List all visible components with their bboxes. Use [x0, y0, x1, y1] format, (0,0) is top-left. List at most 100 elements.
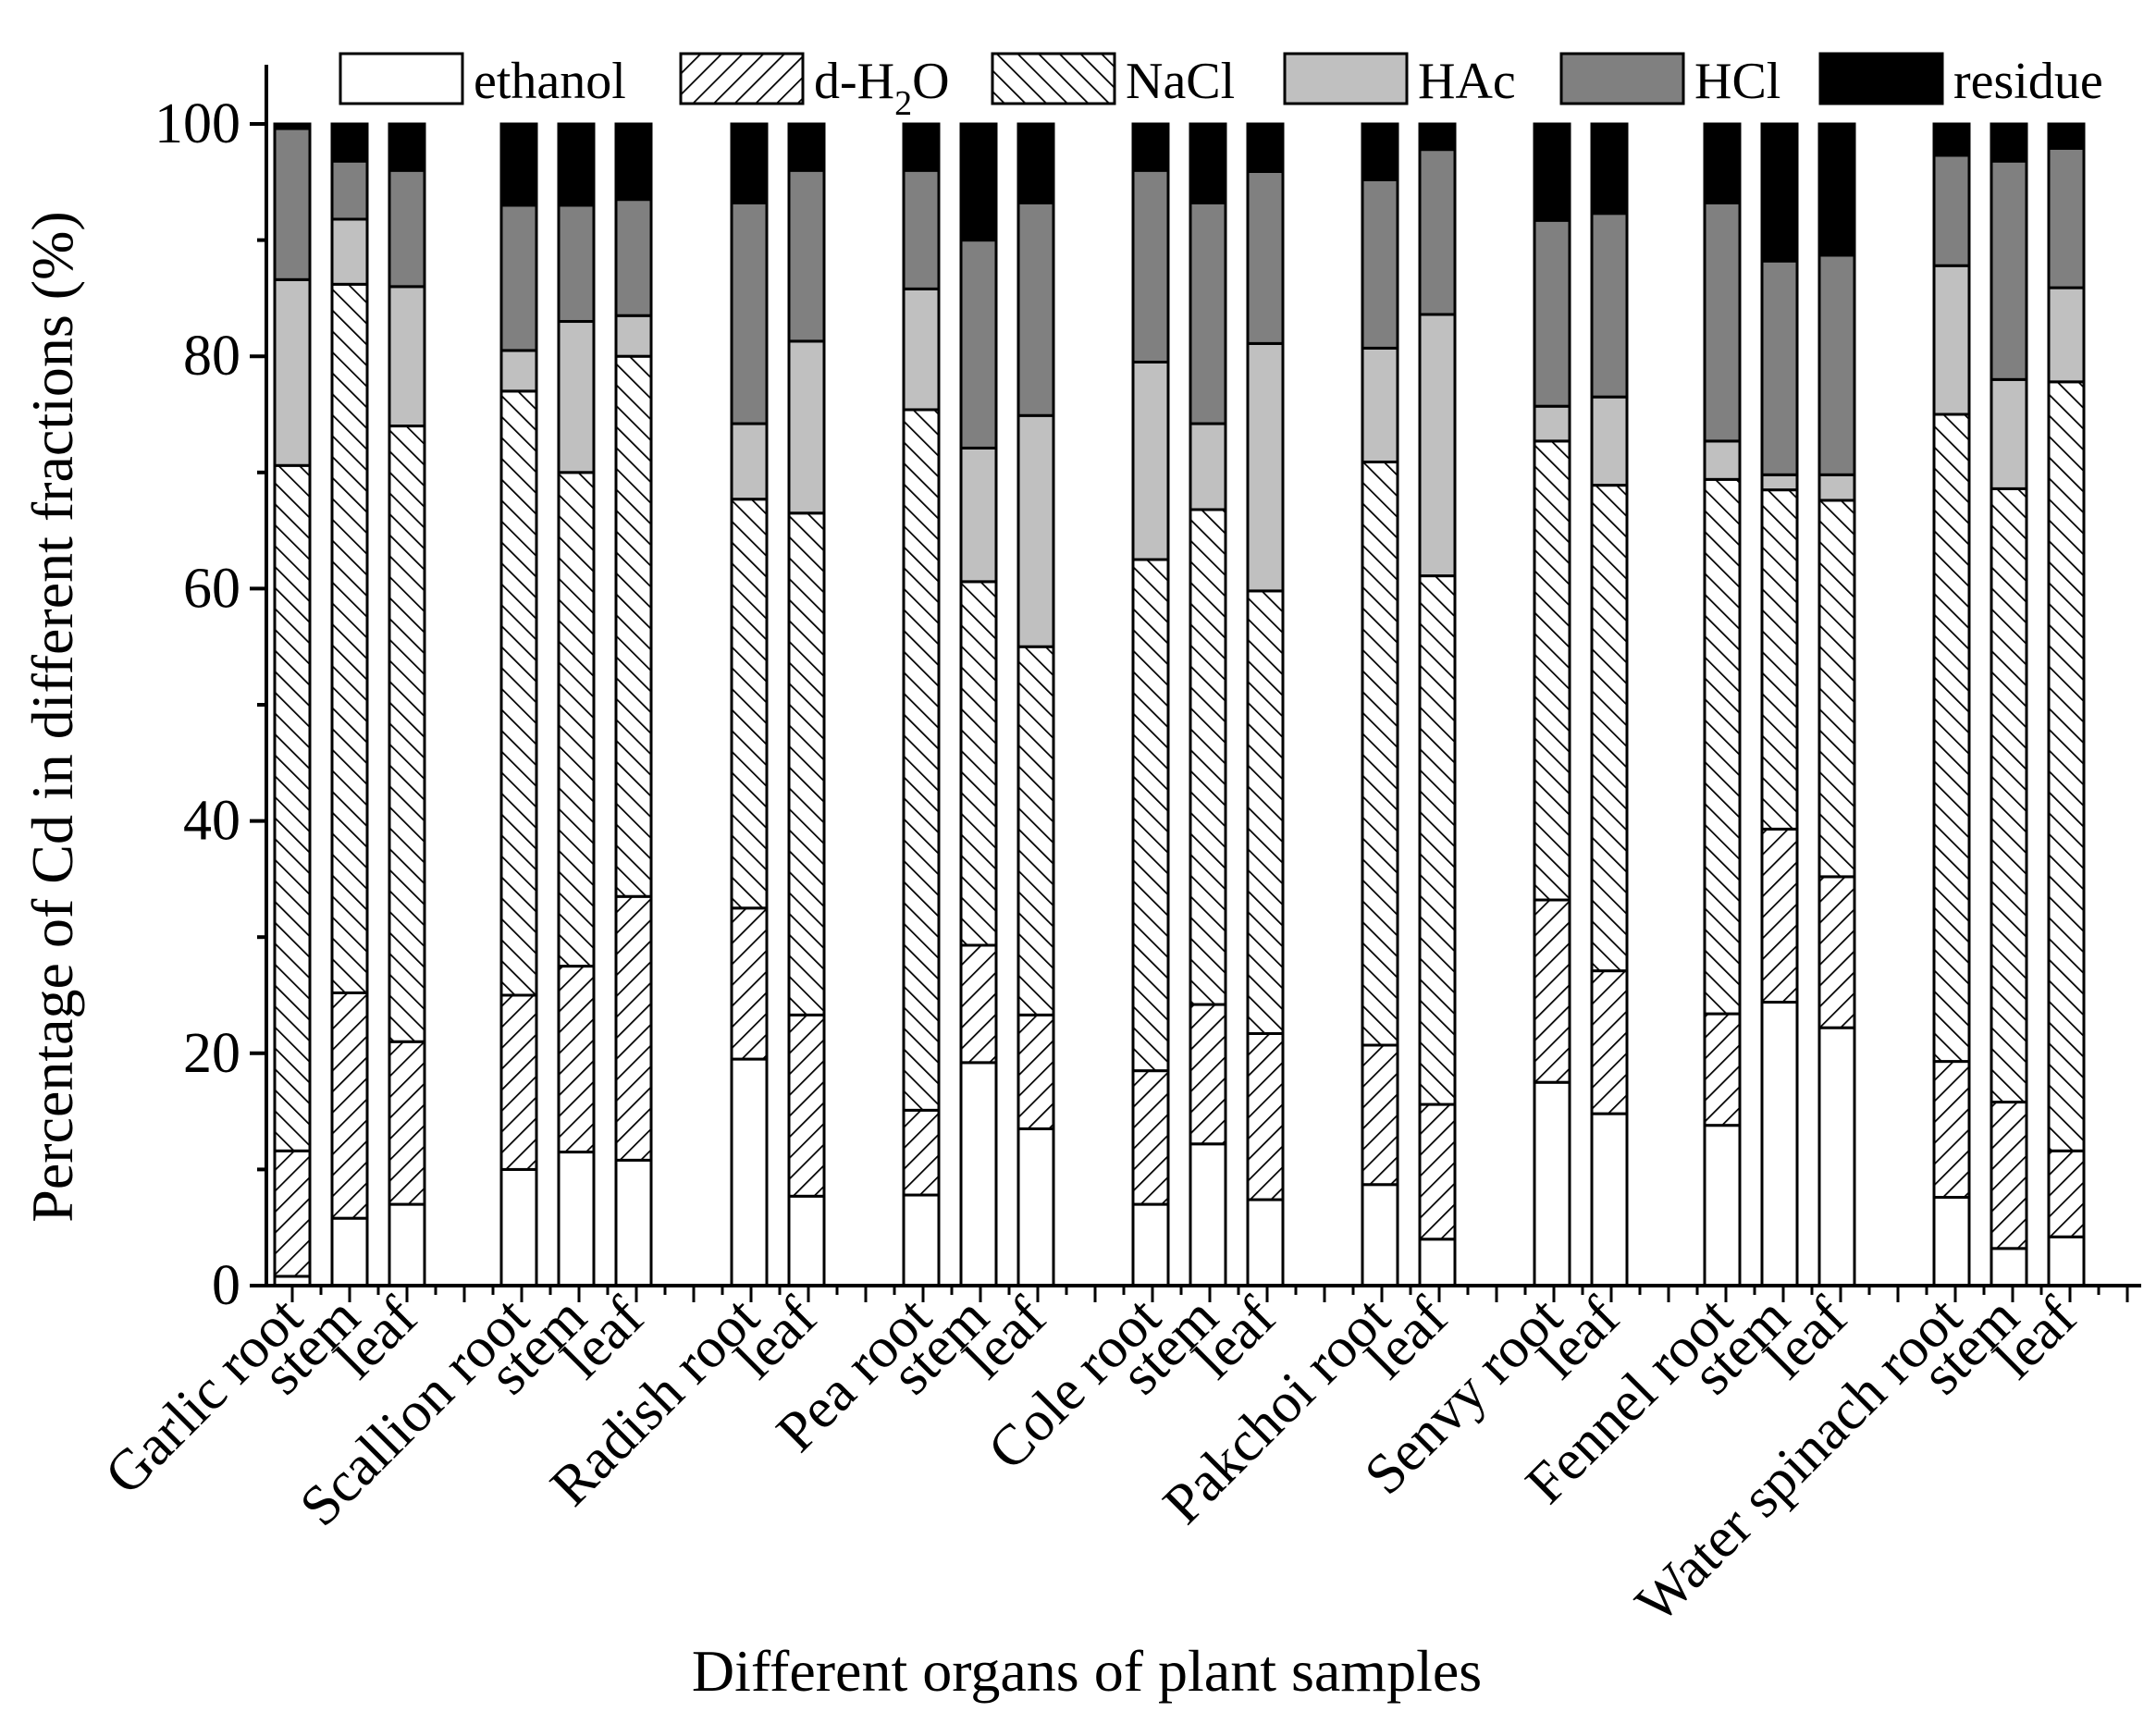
- segment-HCl: [1418, 148, 1457, 316]
- segment-ethanol: [2047, 1235, 2086, 1287]
- segment-NaCl: [1760, 488, 1799, 831]
- segment-d-H2O: [1760, 827, 1799, 1004]
- segment-NaCl: [1246, 589, 1285, 1035]
- legend-label: ethanol: [474, 53, 626, 110]
- segment-d-H2O: [614, 894, 653, 1162]
- segment-d-H2O: [1189, 1003, 1227, 1146]
- segment-NaCl: [1016, 645, 1055, 1016]
- segment-ethanol: [499, 1167, 538, 1287]
- segment-HAc: [1016, 413, 1055, 648]
- segment-HCl: [902, 168, 941, 290]
- bar-15: [1418, 122, 1457, 1287]
- bar-5: [614, 122, 653, 1287]
- segment-NaCl: [1533, 439, 1571, 902]
- segment-d-H2O: [1590, 969, 1629, 1115]
- segment-d-H2O: [330, 991, 369, 1220]
- segment-residue: [330, 122, 369, 163]
- bar-10: [1016, 122, 1055, 1287]
- segment-NaCl: [2047, 380, 2086, 1152]
- legend-swatch: [1559, 52, 1685, 105]
- segment-HCl: [1533, 218, 1571, 408]
- segment-residue: [1533, 122, 1571, 222]
- segment-HCl: [1760, 259, 1799, 476]
- segment-residue: [557, 122, 596, 207]
- segment-ethanol: [1817, 1026, 1856, 1287]
- segment-ethanol: [1990, 1247, 2028, 1287]
- bar-18: [1703, 122, 1742, 1287]
- segment-HCl: [1990, 159, 2028, 381]
- segment-HCl: [273, 127, 312, 281]
- bar-13: [1246, 122, 1285, 1287]
- segment-ethanol: [1016, 1127, 1055, 1287]
- legend-label: HAc: [1418, 53, 1516, 110]
- legend-item-residue: residue: [1818, 52, 2103, 110]
- legend-label: residue: [1953, 53, 2103, 110]
- segment-HAc: [1533, 404, 1571, 443]
- segment-NaCl: [614, 354, 653, 898]
- bar-21: [1932, 122, 1971, 1287]
- bar-14: [1361, 122, 1399, 1287]
- segment-ethanol: [1246, 1198, 1285, 1287]
- legend-swatch: [991, 52, 1116, 105]
- segment-HAc: [2047, 286, 2086, 384]
- segment-NaCl: [557, 471, 596, 968]
- segment-NaCl: [1817, 499, 1856, 879]
- segment-residue: [273, 122, 312, 130]
- segment-d-H2O: [730, 906, 769, 1061]
- segment-HAc: [730, 422, 769, 501]
- segment-HCl: [1246, 169, 1285, 345]
- segment-ethanol: [1131, 1202, 1170, 1287]
- bar-12: [1189, 122, 1227, 1287]
- segment-d-H2O: [1131, 1069, 1170, 1206]
- segment-d-H2O: [959, 943, 998, 1065]
- segment-NaCl: [499, 389, 538, 997]
- segment-d-H2O: [902, 1108, 941, 1197]
- bar-20: [1817, 122, 1856, 1287]
- segment-HCl: [557, 203, 596, 324]
- bar-2: [388, 122, 426, 1287]
- x-axis-title: Different organs of plant samples: [692, 1638, 1482, 1704]
- legend-label: d-H2O: [814, 53, 950, 123]
- segment-NaCl: [330, 282, 369, 994]
- segment-NaCl: [1131, 558, 1170, 1073]
- y-axis-title: Percentage of Cd in different fractions …: [19, 211, 85, 1223]
- segment-HCl: [730, 201, 769, 425]
- segment-HAc: [1418, 313, 1457, 578]
- legend-swatch: [1818, 52, 1944, 105]
- segment-NaCl: [1361, 460, 1399, 1047]
- segment-HAc: [1590, 395, 1629, 487]
- segment-d-H2O: [557, 965, 596, 1154]
- segment-residue: [1361, 122, 1399, 181]
- segment-d-H2O: [273, 1149, 312, 1278]
- segment-ethanol: [1189, 1142, 1227, 1287]
- legend-item-ethanol: ethanol: [339, 52, 626, 110]
- segment-NaCl: [902, 408, 941, 1112]
- segment-ethanol: [1361, 1183, 1399, 1287]
- segment-d-H2O: [1418, 1102, 1457, 1241]
- segment-HAc: [787, 339, 826, 515]
- segment-NaCl: [1990, 487, 2028, 1104]
- segment-NaCl: [1703, 477, 1742, 1016]
- legend-swatch: [679, 52, 805, 105]
- bar-7: [787, 122, 826, 1287]
- bar-3: [499, 122, 538, 1287]
- segment-ethanol: [557, 1151, 596, 1287]
- segment-residue: [1817, 122, 1856, 257]
- legend-label: NaCl: [1126, 53, 1235, 110]
- segment-ethanol: [330, 1216, 369, 1287]
- legend: ethanol d-H2O NaCl HAc HCl residue: [339, 52, 2103, 123]
- segment-d-H2O: [499, 993, 538, 1171]
- segment-residue: [787, 122, 826, 172]
- segment-residue: [614, 122, 653, 202]
- bar-6: [730, 122, 769, 1287]
- segment-HAc: [1703, 439, 1742, 481]
- segment-residue: [1703, 122, 1742, 204]
- segment-NaCl: [273, 463, 312, 1152]
- bar-19: [1760, 122, 1799, 1287]
- segment-ethanol: [1590, 1112, 1629, 1287]
- legend-label: HCl: [1694, 53, 1780, 110]
- segment-HCl: [1590, 212, 1629, 399]
- segment-HAc: [557, 320, 596, 474]
- segment-HAc: [1361, 346, 1399, 463]
- segment-d-H2O: [2047, 1149, 2086, 1238]
